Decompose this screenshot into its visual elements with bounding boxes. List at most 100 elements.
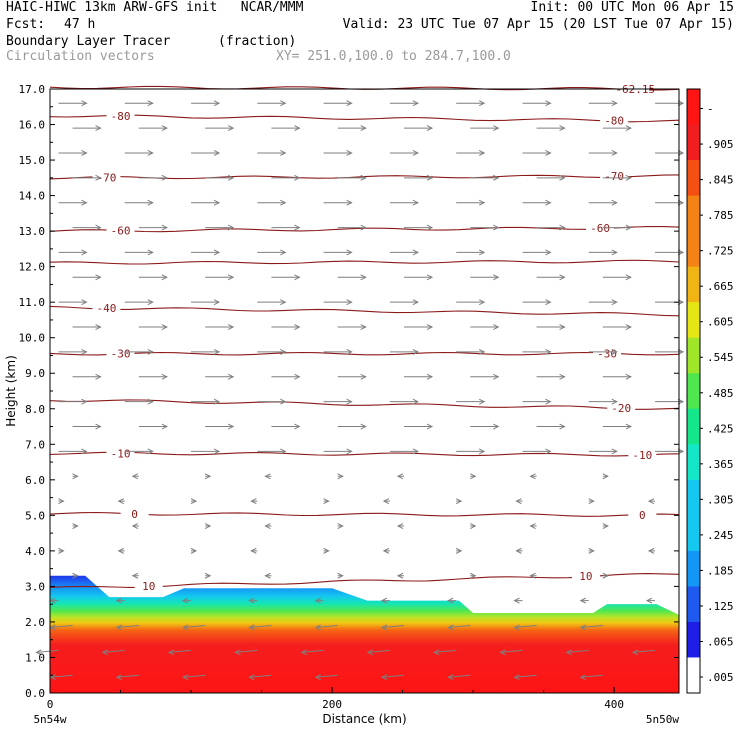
vector-arrowhead <box>346 448 353 455</box>
vector-arrowhead <box>360 373 367 380</box>
vector-arrowhead <box>447 624 454 631</box>
isotherm-label: -30 <box>597 348 617 361</box>
vector-arrowhead <box>455 498 463 505</box>
vector-arrowhead <box>280 448 287 455</box>
isotherm-label: 10 <box>142 580 155 593</box>
vector-arrowhead <box>677 199 685 206</box>
vector-arrowhead <box>545 150 552 156</box>
vector-arrowhead <box>631 649 639 656</box>
vector-arrowhead <box>545 199 552 206</box>
colorbar-segment <box>687 515 700 552</box>
circulation-vector <box>50 674 73 678</box>
vector-arrowhead <box>412 249 420 256</box>
vector-arrowhead <box>559 274 566 281</box>
vector-arrowhead <box>264 473 271 480</box>
y-tick-label: 0.0 <box>25 687 45 700</box>
vector-arrowhead <box>81 448 88 455</box>
vector-arrowhead <box>493 324 500 330</box>
isotherm-label: -70 <box>96 172 116 185</box>
isotherm-label-bg <box>628 509 657 521</box>
y-tick-label: 4.0 <box>25 545 45 558</box>
vector-arrowhead <box>412 348 420 355</box>
vector-arrowhead <box>346 398 353 405</box>
vector-arrowhead <box>602 572 609 579</box>
y-tick-label: 14.0 <box>19 190 46 203</box>
isotherm-label: -10 <box>111 447 131 460</box>
vector-arrowhead <box>181 597 189 604</box>
isotherm-label: -80 <box>604 114 624 127</box>
vector-arrowhead <box>346 249 353 256</box>
vector-arrowhead <box>426 125 434 132</box>
y-tick-label: 17.0 <box>19 83 46 96</box>
isotherm-label: 0 <box>639 509 646 522</box>
vector-arrowhead <box>513 624 520 631</box>
vector-arrowhead <box>95 125 102 132</box>
vector-arrowhead <box>515 547 522 554</box>
circulation-vector <box>235 649 258 653</box>
circulation-vector <box>632 649 656 653</box>
vector-arrowhead <box>412 299 420 306</box>
vector-arrowhead <box>380 624 388 631</box>
circulation-vector <box>566 649 589 653</box>
vector-arrowhead <box>227 125 235 132</box>
isotherm-label: -40 <box>96 302 116 315</box>
colorbar-label: .305 <box>707 493 734 506</box>
vector-arrowhead <box>95 174 102 181</box>
vector-arrowhead <box>611 448 618 455</box>
vector-arrowhead <box>227 274 235 281</box>
vector-arrowhead <box>161 125 168 132</box>
vector-arrowhead <box>559 324 566 330</box>
isotherm-label-bg <box>134 579 163 591</box>
init-time: Init: 00 UTC Mon 06 Apr 15 <box>530 0 735 15</box>
vector-arrowhead <box>213 398 221 405</box>
circulation-vector <box>448 674 471 678</box>
field-unit: (fraction) <box>218 34 297 49</box>
vector-arrowhead <box>545 348 552 355</box>
isotherm-label: -60 <box>111 225 131 238</box>
vector-arrowhead <box>493 274 500 281</box>
vector-arrowhead <box>167 649 175 656</box>
colorbar-segment <box>687 586 700 623</box>
colorbar-label: .365 <box>707 458 734 471</box>
vector-arrowhead <box>515 498 522 505</box>
vector-arrowhead <box>625 324 632 330</box>
vector-arrowhead <box>625 373 632 380</box>
vector-arrowhead <box>625 174 632 181</box>
vector-arrowhead <box>147 299 154 306</box>
y-tick-label: 12.0 <box>19 261 46 274</box>
isotherm-label-bg <box>571 570 600 582</box>
colorbar-segment <box>687 160 700 197</box>
vector-arrowhead <box>147 348 154 355</box>
vector-arrowhead <box>478 150 486 156</box>
vector-arrowhead <box>227 423 235 430</box>
vector-arrowhead <box>677 348 685 355</box>
vector-arrowhead <box>35 649 42 656</box>
vector-arrowhead <box>478 249 486 256</box>
vector-arrowhead <box>579 674 587 681</box>
vector-arrowhead <box>412 448 420 455</box>
vector-arrowhead <box>213 199 221 206</box>
vector-arrowhead <box>625 125 632 132</box>
isotherm-label-bg <box>628 448 657 460</box>
vector-arrowhead <box>478 448 486 455</box>
isotherm-label-bg <box>106 347 135 359</box>
vector-arrowhead <box>447 597 454 604</box>
vector-arrowhead <box>559 423 566 430</box>
colorbar-label: .425 <box>707 422 734 435</box>
isotherm-line <box>49 351 680 356</box>
vector-arrowhead <box>213 150 221 156</box>
isotherm-label: -20 <box>611 402 631 415</box>
vector-arrowhead <box>147 199 154 206</box>
y-tick-label: 10.0 <box>19 332 46 345</box>
vector-arrowhead <box>95 324 102 330</box>
colorbar-label: - <box>707 103 714 116</box>
colorbar-label: .125 <box>707 600 734 613</box>
x-end-label-right: 5n50w <box>646 713 679 726</box>
vector-arrowhead <box>677 150 685 156</box>
vector-arrowhead <box>382 498 390 505</box>
vector-arrowhead <box>579 597 586 604</box>
isotherm-line <box>49 305 680 317</box>
circulation-vector <box>183 624 206 628</box>
vector-arrowhead <box>314 597 321 604</box>
vector-arrowhead <box>447 674 454 681</box>
